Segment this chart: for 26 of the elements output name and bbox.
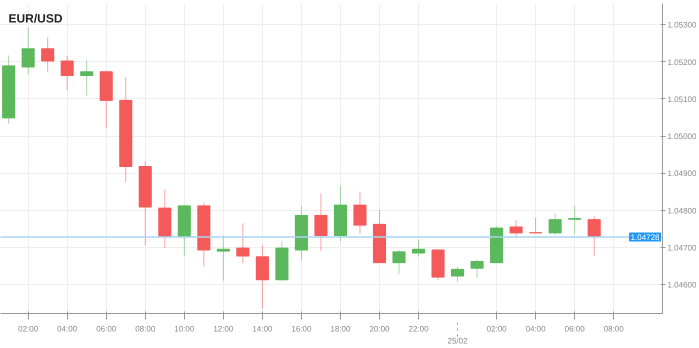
y-tick-label: 1.04600: [668, 280, 697, 290]
x-tick-label: 04:00: [57, 324, 78, 334]
x-tick-label: 18:00: [330, 324, 352, 334]
y-tick-label: 1.05000: [668, 132, 697, 142]
x-tick-label: 10:00: [174, 324, 195, 334]
y-tick-label: 1.04700: [668, 243, 697, 252]
x-tick-label: 04:00: [526, 324, 546, 334]
x-tick-label: 08:00: [135, 324, 156, 334]
text: EUR/USD: [8, 12, 63, 26]
ref-line-label: 25/02: [448, 336, 468, 346]
y-tick-label: 1.05100: [668, 94, 697, 104]
x-tick-label: 22:00: [408, 324, 430, 334]
x-tick-label: 02:00: [18, 324, 39, 334]
x-tick-label: 20:00: [369, 324, 390, 334]
y-tick-label: 1.04800: [668, 206, 697, 216]
x-tick-label: 14:00: [252, 324, 273, 334]
y-tick-label: 1.05300: [668, 20, 697, 30]
y-tick-label: 1.04900: [668, 169, 697, 178]
x-tick-label: 08:00: [604, 324, 624, 334]
y-tick-label: 1.05200: [668, 58, 697, 67]
x-tick-label: 06:00: [564, 324, 586, 334]
x-tick-label: 06:00: [96, 324, 117, 334]
x-tick-label: 12:00: [213, 324, 234, 334]
x-tick-label: 16:00: [291, 324, 312, 334]
ref-line-label: 1.04728: [630, 233, 660, 242]
x-tick-label: 02:00: [486, 324, 508, 334]
